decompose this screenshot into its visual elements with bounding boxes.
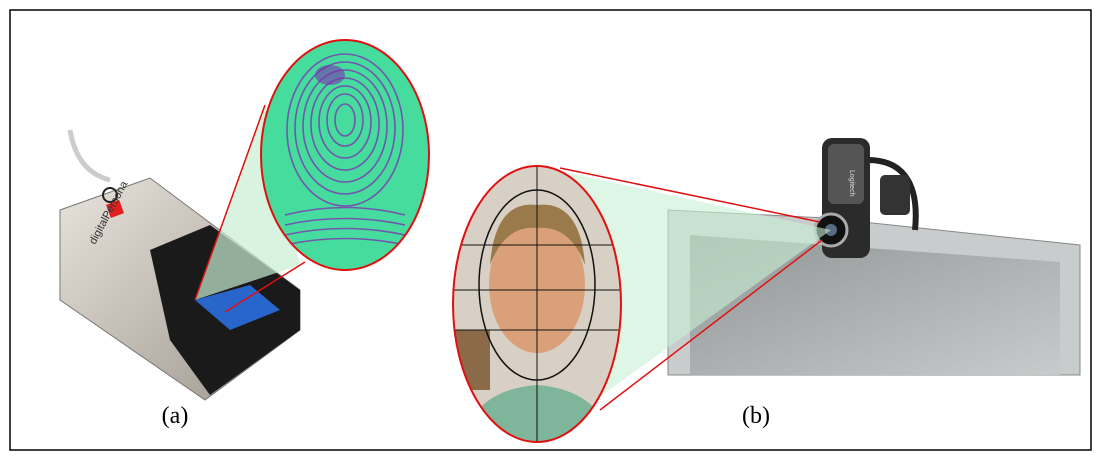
caption-label: (b): [742, 403, 770, 429]
magnify-line: [599, 239, 823, 411]
magnify-line: [224, 261, 306, 313]
figure-border: [9, 9, 1092, 451]
face-zoom: [453, 166, 621, 442]
face-outline: [452, 165, 622, 443]
webcam: Logitech: [813, 138, 919, 258]
fingerprint-zoom: [261, 40, 429, 270]
magnify-line: [559, 167, 821, 223]
camera-brand: Logitech: [848, 170, 855, 197]
caption-label: (a): [162, 403, 189, 429]
magnify-line: [194, 104, 266, 301]
fingerprint-outline: [260, 39, 430, 271]
